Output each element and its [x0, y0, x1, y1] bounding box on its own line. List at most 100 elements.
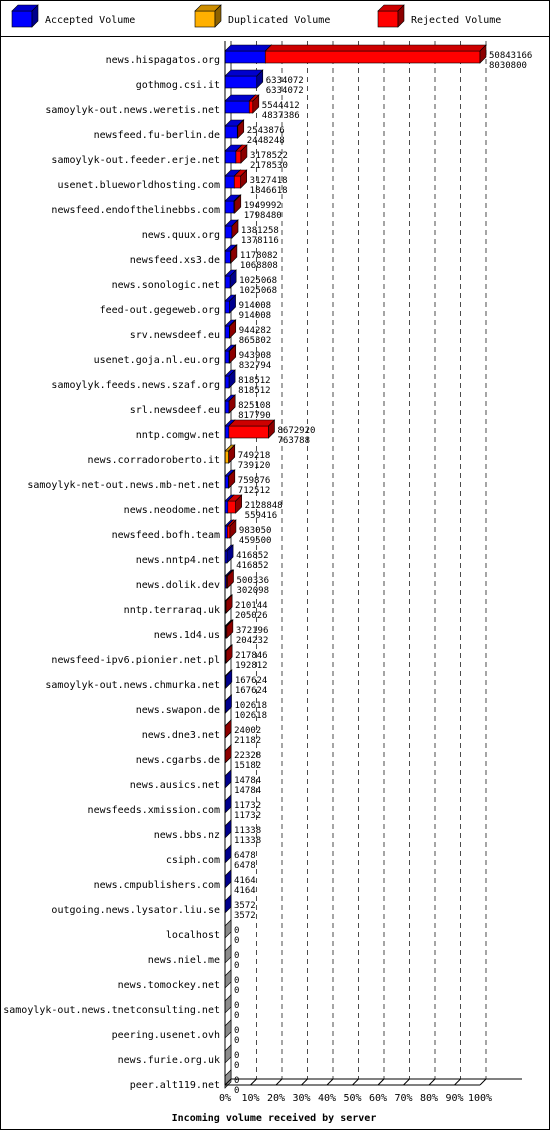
bar-accepted-gothmog-csi-it-front — [224, 75, 258, 89]
value-label-accepted: 914008 — [239, 311, 272, 321]
bar-rejected-usenet-blueworldhosting-com-side — [240, 169, 247, 189]
bar-accepted-gothmog-csi-it — [224, 69, 264, 89]
value-label-total: 14784 — [234, 776, 261, 786]
x-tick-label: 90% — [445, 1093, 463, 1104]
legend-swatch-duplicated-volume — [194, 4, 222, 28]
x-tick-label: 10% — [241, 1093, 259, 1104]
value-label-accepted: 2178530 — [250, 161, 288, 171]
x-tick-mark — [377, 1078, 385, 1086]
legend-swatch-accepted-volume-front — [11, 10, 33, 28]
x-tick-mark — [224, 1078, 232, 1086]
value-label-total: 416852 — [236, 551, 269, 561]
bar-accepted-samoylyk-out-feeder-erje-net-front — [224, 150, 237, 164]
server-label: usenet.goja.nl.eu.org — [94, 355, 220, 366]
value-label-accepted: 763788 — [277, 436, 310, 446]
value-label-total: 167624 — [235, 676, 268, 686]
bar-accepted-samoylyk-out-news-chmurka-net-side — [225, 669, 233, 689]
value-label-total: 0 — [234, 976, 239, 986]
bar-accepted-news-nntp4-net — [224, 544, 234, 564]
value-label-total: 50843166 — [489, 51, 532, 61]
server-label: newsfeeds.xmission.com — [88, 805, 220, 816]
value-label-total: 6478 — [234, 851, 256, 861]
server-label: news.quux.org — [142, 230, 220, 241]
bar-rejected-newsfeed-endofthelinebbs-com-side — [234, 194, 242, 214]
server-label: feed-out.gegeweb.org — [100, 305, 220, 316]
server-label: news.corradoroberto.it — [88, 455, 220, 466]
value-label-accepted: 302098 — [237, 586, 270, 596]
server-label: news.neodome.net — [124, 505, 220, 516]
bar-accepted-usenet-blueworldhosting-com-front — [224, 175, 235, 189]
value-label-total: 914008 — [239, 301, 272, 311]
value-label-accepted: 4837386 — [262, 111, 300, 121]
bar-rejected-news-corradoroberto-it — [227, 444, 236, 464]
server-labels: news.hispagatos.org gothmog.csi.it samoyly… — [3, 55, 220, 1091]
x-tick-label: 60% — [369, 1093, 387, 1104]
bar-accepted-news-hispagatos-org — [224, 44, 273, 64]
server-label: newsfeed.fu-berlin.de — [94, 130, 220, 141]
bar-rejected-samoylyk-out-news-weretis-net-side — [252, 94, 260, 114]
x-axis: 0% 10% 20% 30% 40% 50% 60% 70% 80% 90% 100% — [219, 41, 522, 1104]
value-label-accepted: 1025068 — [239, 286, 277, 296]
value-label-total: 210144 — [235, 601, 268, 611]
bar-rejected-news-corradoroberto-it-side — [228, 444, 236, 464]
value-label-accepted: 832794 — [239, 361, 272, 371]
value-label-total: 8672920 — [277, 426, 315, 436]
x-tick-label: 20% — [267, 1093, 285, 1104]
x-tick-label: 0% — [219, 1093, 231, 1104]
bar-accepted-samoylyk-feeds-news-szaf-org-side — [228, 369, 236, 389]
chart-legend: Accepted Volume Duplicated Volume Rejected… — [11, 4, 501, 28]
bar-rejected-newsfeed-xs3-de — [229, 244, 238, 264]
server-label: csiph.com — [166, 855, 220, 866]
server-label: news.dne3.net — [142, 730, 220, 741]
bar-rejected-newsfeed-ipv6-pionier-net-pl-side — [225, 644, 233, 664]
legend-label-duplicated-volume: Duplicated Volume — [228, 15, 330, 26]
value-label-total: 11732 — [234, 801, 261, 811]
x-axis-title: Incoming volume received by server — [172, 1112, 377, 1124]
bar-accepted-samoylyk-feeds-news-szaf-org — [224, 369, 236, 389]
bar-rejected-news-neodome-net-side — [235, 494, 242, 514]
x-tick-mark — [479, 1078, 487, 1086]
server-label: news.cmpublishers.com — [94, 880, 220, 891]
server-label: news.ausics.net — [130, 780, 220, 791]
value-label-total: 0 — [234, 1026, 239, 1036]
bar-accepted-feed-out-gegeweb-org-side — [229, 294, 236, 314]
server-label: newsfeed.endofthelinebbs.com — [51, 205, 220, 216]
value-label-total: 0 — [234, 926, 239, 936]
bar-accepted-news-nntp4-net-side — [226, 544, 234, 564]
x-tick-label: 40% — [318, 1093, 336, 1104]
bar-rejected-news-hispagatos-org-front — [264, 50, 481, 64]
x-tick-mark — [428, 1078, 436, 1086]
server-label: news.tomockey.net — [118, 980, 220, 991]
x-tick-label: 100% — [468, 1093, 492, 1104]
bar-accepted-gothmog-csi-it-top — [224, 69, 264, 77]
value-label-total: 759876 — [238, 476, 271, 486]
server-label: usenet.blueworldhosting.com — [57, 180, 220, 191]
bar-accepted-samoylyk-feeds-news-szaf-org-front — [224, 375, 230, 389]
value-label-total: 22328 — [234, 751, 261, 761]
value-label-total: 1381258 — [241, 226, 279, 236]
value-label-accepted: 0 — [234, 1086, 239, 1096]
value-label-total: 3178522 — [250, 151, 288, 161]
bar-accepted-news-sonologic-net-front — [224, 275, 231, 289]
server-label: news.hispagatos.org — [106, 55, 220, 66]
bar-rejected-news-dolik-dev-side — [227, 569, 234, 589]
server-label: samoylyk.feeds.news.szaf.org — [51, 380, 220, 391]
bar-rejected-newsfeed-bofh-team — [226, 519, 237, 539]
bar-rejected-newsfeed-bofh-team-front — [227, 525, 231, 539]
bar-rejected-samoylyk-net-out-news-mb-net-net — [227, 469, 236, 489]
server-label: news.bbs.nz — [154, 830, 220, 841]
value-label-accepted: 14784 — [234, 786, 261, 796]
value-label-total: 0 — [234, 1076, 239, 1086]
server-label: nntp.comgw.net — [136, 430, 220, 441]
server-label: srv.newsdeef.eu — [130, 330, 220, 341]
value-label-total: 2543876 — [247, 126, 285, 136]
bar-rejected-newsfeed-xs3-de-side — [230, 244, 238, 264]
server-label: news.sonologic.net — [112, 280, 220, 291]
bar-accepted-news-swapon-de-side — [225, 694, 232, 714]
legend-label-rejected-volume: Rejected Volume — [411, 15, 501, 26]
value-label-accepted: 205026 — [235, 611, 268, 621]
value-label-total: 1949992 — [244, 201, 282, 211]
server-label: localhost — [166, 930, 220, 941]
x-tick-label: 70% — [394, 1093, 412, 1104]
